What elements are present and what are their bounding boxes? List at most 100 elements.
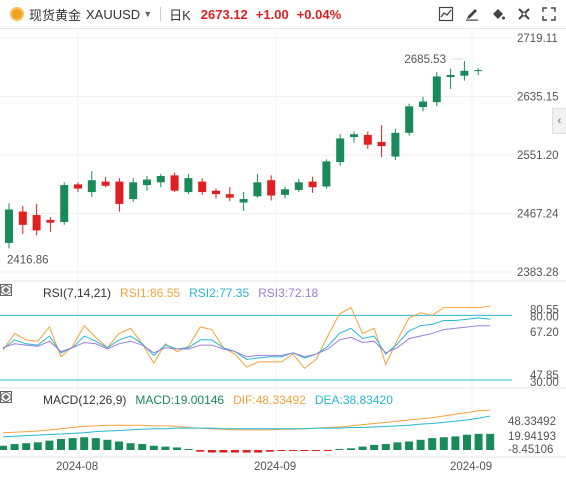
rsi3-value: RSI3:72.18	[258, 286, 319, 300]
macd-histogram-bar	[242, 450, 251, 453]
time-tick-label: 2024-09	[450, 461, 492, 473]
candle-body	[170, 175, 179, 191]
candle-body	[46, 219, 55, 223]
macd-histogram-bar	[115, 441, 123, 450]
last-price: 2673.12	[200, 6, 248, 22]
macd-tick-label: -8.45106	[508, 444, 553, 456]
rsi-tick-label: 47.85	[530, 370, 559, 382]
rsi2-line	[2, 317, 491, 360]
price-change: +1.00	[255, 6, 289, 22]
macd-histogram-bar	[300, 450, 309, 451]
macd-histogram-bar	[184, 449, 193, 450]
chevron-left-icon[interactable]: ‹	[552, 108, 566, 134]
indicator-settings-icon[interactable]	[0, 284, 40, 299]
time-tick-label: 2024-08	[56, 461, 98, 473]
macd-tick-label: 19.94193	[508, 431, 556, 443]
candle-body	[474, 70, 483, 72]
candle-body	[129, 182, 138, 200]
settings-icon[interactable]	[516, 6, 534, 24]
time-tick-label: 2024-09	[254, 461, 296, 473]
time-axis: 2024-08 2024-09 2024-09	[0, 456, 566, 473]
macd-histogram-bar	[57, 438, 65, 450]
paint-bucket-icon[interactable]	[490, 6, 508, 24]
candle-body	[87, 180, 96, 193]
macd-histogram-bar	[381, 444, 390, 450]
macd-histogram-bar	[277, 450, 286, 451]
dea-line	[2, 415, 491, 438]
macd-histogram-bar	[323, 450, 332, 451]
candle-body	[363, 134, 372, 145]
macd-histogram-bar	[428, 438, 437, 450]
candle-body	[143, 179, 151, 186]
candle-body	[32, 215, 41, 231]
macd-histogram-bar	[149, 445, 158, 450]
price-change-pct: +0.04%	[296, 6, 342, 22]
candle-body	[184, 178, 193, 193]
candle-body	[419, 101, 427, 108]
macd-histogram-bar	[486, 433, 495, 450]
macd-histogram-bar	[370, 444, 379, 450]
candle-body	[281, 189, 289, 195]
draw-tool-icon[interactable]	[464, 6, 482, 24]
macd-histogram-bar	[358, 446, 367, 450]
macd-panel: 48.33492 19.94193-8.45106	[0, 387, 566, 456]
macd-histogram-bar	[254, 450, 263, 453]
candle-body	[253, 182, 262, 197]
macd-histogram-bar	[0, 445, 7, 450]
price-tick-label: 2635.15	[517, 92, 559, 104]
candle-body	[377, 141, 386, 147]
candle-body	[18, 211, 27, 225]
macd-histogram-bar	[439, 437, 448, 450]
macd-title: MACD(12,26,9)	[43, 393, 127, 407]
macd-histogram-bar	[347, 448, 355, 450]
rsi-tick-label: 80.00	[530, 311, 559, 323]
candle-body	[115, 181, 124, 204]
instrument-name: 现货黄金	[29, 7, 82, 23]
rsi-header: RSI(7,14,21) RSI1:86.55 RSI2:77.35 RSI3:…	[0, 284, 566, 302]
macd-histogram-bar	[393, 442, 402, 450]
low-annotation: 2416.86	[7, 255, 49, 267]
macd-histogram-bar	[312, 450, 321, 451]
candle-body	[336, 138, 345, 163]
candle-body	[156, 176, 165, 183]
macd-histogram-bar	[231, 450, 239, 453]
rsi3-line	[2, 325, 491, 358]
macd-histogram-bar	[22, 443, 31, 450]
gold-coin-icon	[10, 7, 24, 21]
rsi-tick-label: 80.55	[530, 304, 559, 316]
candle-body	[74, 184, 82, 189]
candle-body	[5, 209, 13, 243]
period-selector[interactable]: 日K	[169, 7, 191, 23]
candle-body	[101, 181, 110, 186]
chevron-down-icon[interactable]: ▼	[143, 9, 153, 19]
rsi-title: RSI(7,14,21)	[43, 286, 112, 300]
dif-value: DIF:48.33492	[233, 393, 306, 407]
macd-histogram-bar	[289, 450, 297, 451]
macd-histogram-bar	[161, 446, 170, 450]
fullscreen-icon[interactable]	[541, 6, 559, 24]
high-annotation: 2685.53	[404, 54, 446, 66]
price-tick-label: 2383.28	[517, 267, 559, 279]
rsi-tick-label: 67.20	[530, 327, 559, 339]
rsi2-value: RSI2:77.35	[189, 286, 250, 300]
dea-value: DEA:38.83420	[314, 393, 393, 407]
macd-histogram-bar	[219, 450, 228, 453]
rsi-tick-label: 30.00	[530, 377, 559, 389]
candle-body	[267, 180, 276, 196]
macd-histogram-bar	[207, 450, 216, 453]
candle-body	[294, 182, 303, 190]
macd-histogram-bar	[138, 444, 147, 450]
price-axis: 2719.11 2635.15 2551.20 2467.24 2383.28	[517, 33, 559, 279]
macd-histogram-bar	[474, 433, 483, 450]
macd-histogram-bar	[416, 439, 425, 450]
macd-histogram-bar	[126, 443, 135, 450]
symbol-selector[interactable]: XAUUSD	[86, 6, 141, 22]
line-chart-icon[interactable]	[438, 6, 456, 24]
candle-body	[446, 75, 455, 78]
candle-body	[308, 181, 317, 188]
indicator-settings-icon[interactable]	[0, 391, 40, 406]
divider	[160, 7, 162, 21]
macd-histogram-bar	[80, 437, 89, 450]
